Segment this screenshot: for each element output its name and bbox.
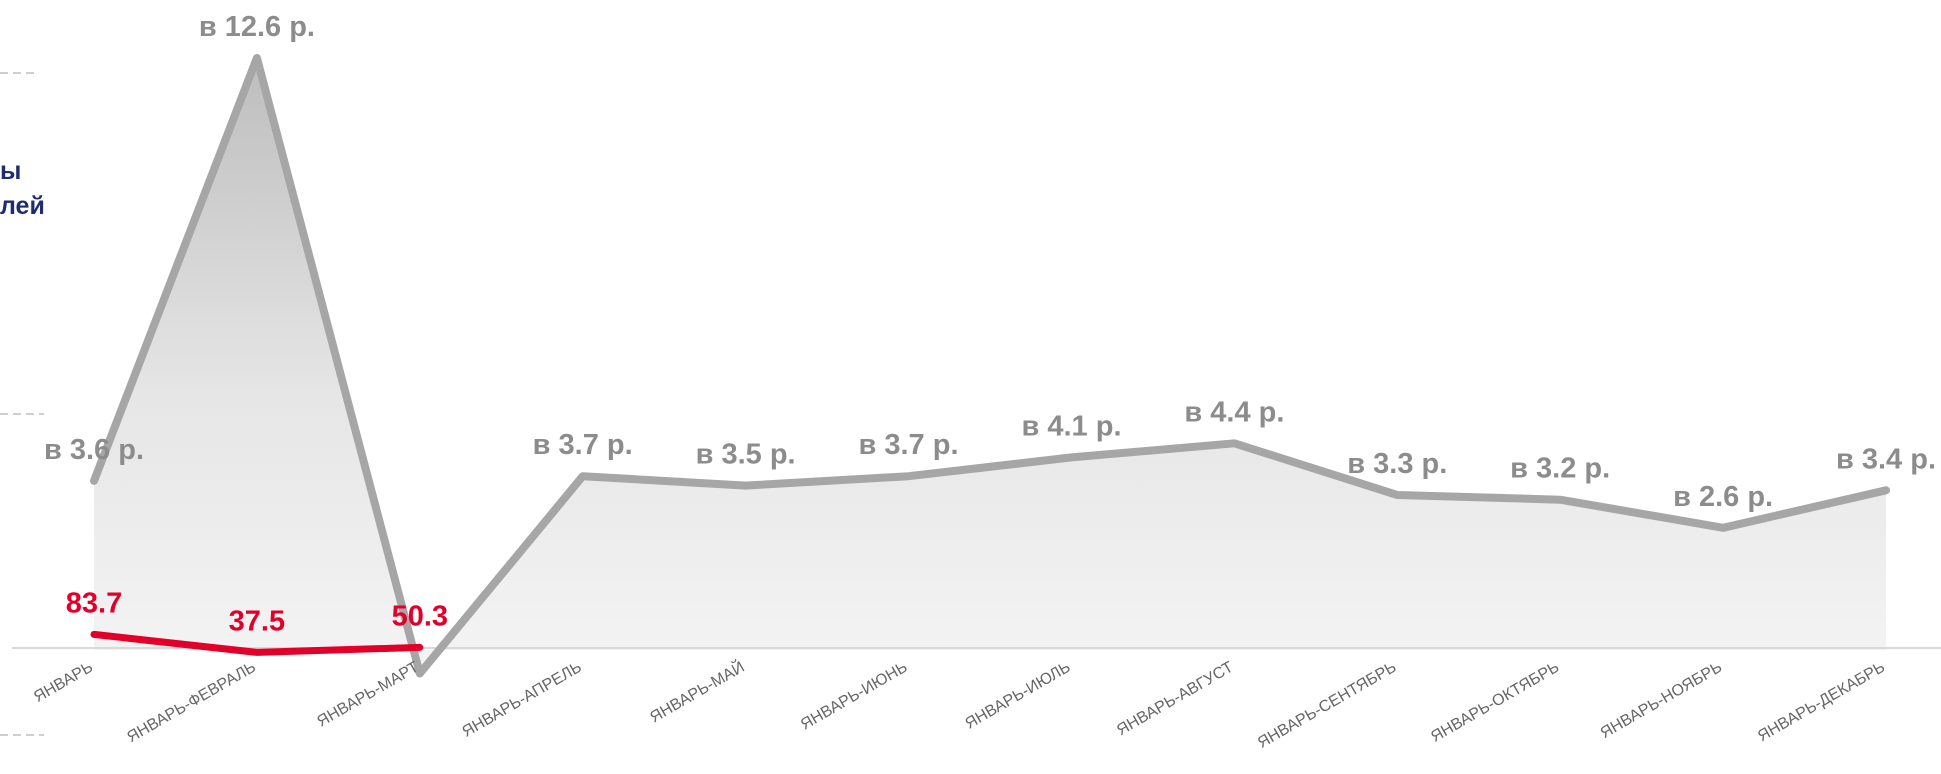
ratio-line (90, 54, 1890, 678)
ratio-label: в 2.6 р. (1673, 481, 1773, 513)
value-label: 37.5 (229, 605, 285, 637)
ratio-label: в 3.3 р. (1347, 448, 1447, 480)
ratio-label: в 3.4 р. (1836, 443, 1936, 475)
value-label: 83.7 (66, 587, 122, 619)
axis-ticks (0, 72, 44, 736)
ratio-label: в 12.6 р. (199, 11, 315, 43)
ratio-label: в 3.7 р. (533, 429, 633, 461)
x-tick-label: ЯНВАРЬ-ИЮЛЬ (962, 659, 1073, 733)
x-tick-label: ЯНВАРЬ-ИЮНЬ (798, 659, 911, 734)
x-tick-label: ЯНВАРЬ-МАЙ (646, 657, 747, 726)
ratio-area-fill (94, 58, 1886, 674)
x-tick-label: ЯНВАРЬ (31, 659, 96, 706)
x-tick-label: ЯНВАРЬ-АПРЕЛЬ (459, 659, 584, 741)
value-line (90, 630, 424, 656)
x-tick-label: ЯНВАРЬ-ДЕКАБРЬ (1755, 659, 1888, 746)
x-tick-label: ЯНВАРЬ-СЕНТЯБРЬ (1255, 659, 1399, 752)
ratio-label: в 3.5 р. (696, 439, 796, 471)
ratio-label: в 3.6 р. (44, 434, 144, 466)
ratio-label: в 4.1 р. (1021, 410, 1121, 442)
x-tick-label: ЯНВАРЬ-ФЕВРАЛЬ (124, 659, 259, 747)
x-tick-label: ЯНВАРЬ-ОКТЯБРЬ (1428, 659, 1562, 746)
side-label-line-2: лей (0, 192, 45, 220)
ratio-label: в 3.2 р. (1510, 453, 1610, 485)
data-labels: в 3.6 р. в 12.6 р. в 3.7 р. в 3.5 р. в 3.7 р… (44, 11, 1936, 637)
x-tick-label: ЯНВАРЬ-МАРТ (314, 659, 422, 731)
value-label: 50.3 (392, 600, 448, 632)
ratio-area (94, 58, 1886, 674)
ratio-label: в 4.4 р. (1184, 396, 1284, 428)
x-tick-label: ЯНВАРЬ-НОЯБРЬ (1598, 659, 1725, 742)
ratio-label: в 3.7 р. (858, 429, 958, 461)
x-axis-labels: ЯНВАРЬ ЯНВАРЬ-ФЕВРАЛЬ ЯНВАРЬ-МАРТ ЯНВАРЬ-АП… (31, 657, 1888, 752)
x-tick-label: ЯНВАРЬ-АВГУСТ (1114, 659, 1236, 740)
series-lines (90, 54, 1890, 678)
side-label-line-1: ы (0, 157, 21, 185)
